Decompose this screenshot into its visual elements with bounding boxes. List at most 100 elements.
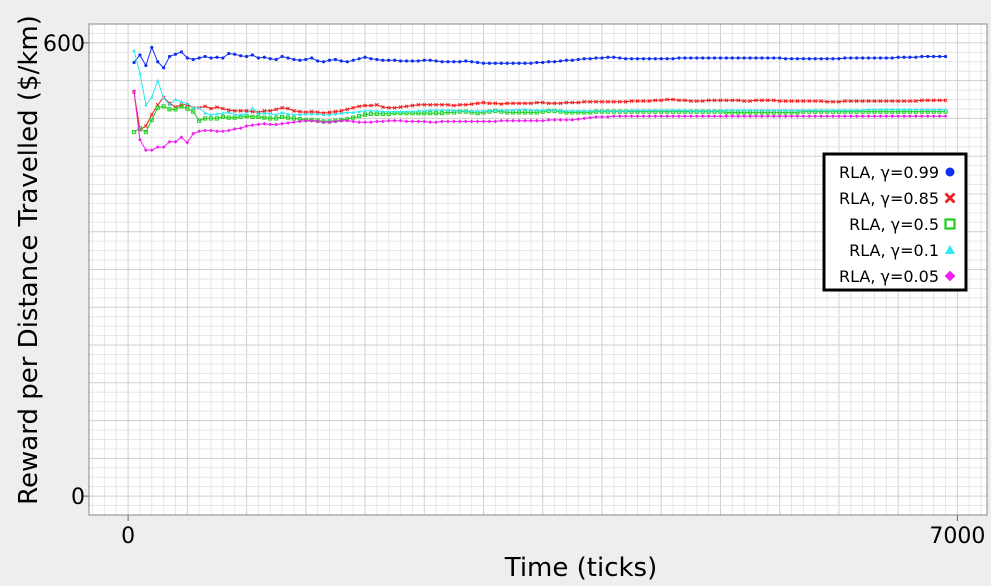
data-point xyxy=(813,99,818,104)
data-point xyxy=(594,99,599,104)
data-point xyxy=(860,114,865,119)
data-point xyxy=(890,107,894,111)
data-point xyxy=(540,118,545,123)
data-point xyxy=(309,118,314,123)
data-point xyxy=(771,114,776,119)
data-point xyxy=(706,109,711,113)
data-point xyxy=(380,105,385,110)
data-point xyxy=(458,60,462,64)
data-point xyxy=(558,109,563,113)
data-point xyxy=(600,114,604,119)
data-point xyxy=(428,102,433,107)
data-point xyxy=(333,119,338,124)
data-point xyxy=(351,58,355,62)
data-point xyxy=(493,108,498,112)
data-point xyxy=(896,55,900,59)
data-point xyxy=(131,129,137,135)
data-point xyxy=(736,56,740,60)
data-point xyxy=(457,119,462,124)
data-point xyxy=(416,109,421,113)
data-point xyxy=(623,109,628,113)
data-point xyxy=(528,101,533,106)
data-point xyxy=(617,114,622,119)
data-point xyxy=(416,102,421,107)
data-point xyxy=(754,98,758,103)
data-point xyxy=(611,114,616,119)
data-point xyxy=(144,103,148,107)
data-point xyxy=(381,109,385,114)
data-point xyxy=(446,108,450,112)
data-point xyxy=(517,101,521,106)
data-point xyxy=(854,99,859,104)
data-point xyxy=(783,114,788,119)
data-point xyxy=(611,99,616,104)
data-point xyxy=(392,118,397,123)
data-point xyxy=(724,114,729,119)
data-point xyxy=(451,103,456,108)
data-point xyxy=(878,56,882,60)
data-point xyxy=(777,108,782,112)
data-point xyxy=(238,108,243,113)
data-point xyxy=(629,99,634,104)
data-point xyxy=(357,57,361,61)
x-tick-label: 0 xyxy=(121,524,135,549)
data-point xyxy=(683,108,687,112)
data-point xyxy=(919,98,924,103)
data-point xyxy=(333,109,338,114)
data-point xyxy=(499,102,504,107)
data-point xyxy=(333,112,338,116)
data-point xyxy=(226,108,231,113)
legend-marker xyxy=(945,167,955,177)
data-point xyxy=(162,66,166,70)
data-point xyxy=(854,114,859,119)
data-point xyxy=(718,114,723,119)
data-point xyxy=(197,118,202,123)
data-point xyxy=(250,53,255,57)
data-point xyxy=(937,114,942,119)
data-point xyxy=(179,100,184,104)
data-point xyxy=(641,108,646,112)
data-point xyxy=(784,57,788,61)
data-point xyxy=(552,101,557,106)
data-point xyxy=(884,114,889,119)
data-point xyxy=(682,114,687,119)
data-point xyxy=(197,56,201,60)
data-point xyxy=(191,106,196,110)
data-point xyxy=(647,57,651,61)
data-point xyxy=(629,114,634,119)
data-point xyxy=(173,97,178,101)
series-group xyxy=(131,45,948,153)
data-point xyxy=(789,114,794,119)
data-point xyxy=(274,107,279,112)
data-point xyxy=(718,109,723,113)
series-line xyxy=(133,50,946,116)
data-point xyxy=(392,105,397,110)
data-point xyxy=(227,110,231,114)
data-point xyxy=(825,57,829,61)
data-point xyxy=(677,114,681,119)
data-point xyxy=(535,108,539,112)
data-point xyxy=(748,56,752,60)
data-point xyxy=(689,56,693,60)
data-point xyxy=(700,109,705,113)
data-point xyxy=(428,108,432,112)
data-point xyxy=(600,99,604,104)
data-point xyxy=(422,58,426,62)
data-point xyxy=(759,98,764,103)
data-point xyxy=(375,109,379,113)
legend-label: RLA, γ=0.85 xyxy=(839,189,939,208)
data-point xyxy=(588,99,593,104)
data-point xyxy=(179,135,184,140)
data-point xyxy=(540,108,545,112)
data-point xyxy=(298,112,302,117)
data-point xyxy=(315,119,320,124)
data-point xyxy=(155,78,160,83)
data-point xyxy=(493,61,497,65)
data-point xyxy=(143,129,148,135)
data-point xyxy=(220,106,225,111)
data-point xyxy=(920,107,924,111)
data-point xyxy=(493,101,498,106)
data-point xyxy=(280,110,284,114)
data-point xyxy=(185,56,189,60)
data-point xyxy=(635,57,640,61)
